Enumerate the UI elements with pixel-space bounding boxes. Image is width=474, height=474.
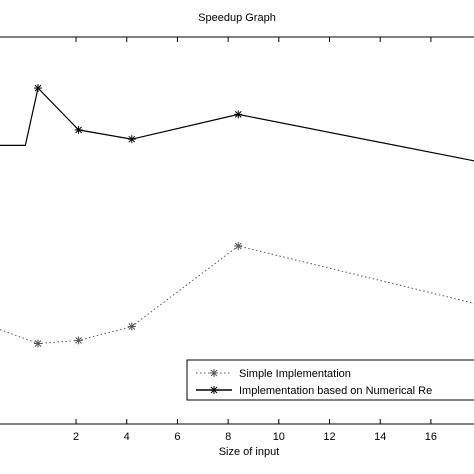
legend-box — [186, 359, 474, 401]
data-point-series-2 — [127, 135, 136, 144]
data-point-series-2 — [34, 84, 43, 93]
x-ticks: 2 4 6 8 10 12 14 16 — [73, 37, 437, 443]
x-tick-label: 10 — [273, 431, 285, 443]
series-line-2 — [0, 86, 474, 162]
chart-title: Speedup Graph — [198, 12, 276, 24]
data-point-series-1 — [234, 241, 243, 250]
axes — [0, 36, 474, 425]
x-tick-label: 6 — [174, 431, 180, 443]
series-layer — [0, 84, 474, 348]
x-tick-label: 2 — [73, 431, 79, 443]
x-tick-label: 12 — [323, 431, 335, 443]
legend: Simple Implementation Implementation base… — [186, 359, 474, 401]
x-tick-label: 14 — [374, 431, 386, 443]
data-point-series-1 — [74, 336, 83, 345]
legend-marker-2 — [210, 386, 218, 394]
data-point-series-2 — [74, 125, 83, 134]
x-tick-label: 16 — [425, 431, 437, 443]
data-point-series-2 — [234, 110, 243, 119]
x-axis-label: Size of input — [219, 446, 280, 458]
x-tick-label: 8 — [225, 431, 231, 443]
legend-marker-1 — [210, 369, 218, 377]
x-tick-label: 4 — [124, 431, 130, 443]
data-point-series-1 — [34, 339, 43, 348]
legend-label-1: Simple Implementation — [239, 368, 351, 380]
data-point-series-1 — [127, 322, 136, 331]
series-line-1 — [0, 245, 474, 345]
legend-label-2: Implementation based on Numerical Re — [239, 385, 432, 397]
